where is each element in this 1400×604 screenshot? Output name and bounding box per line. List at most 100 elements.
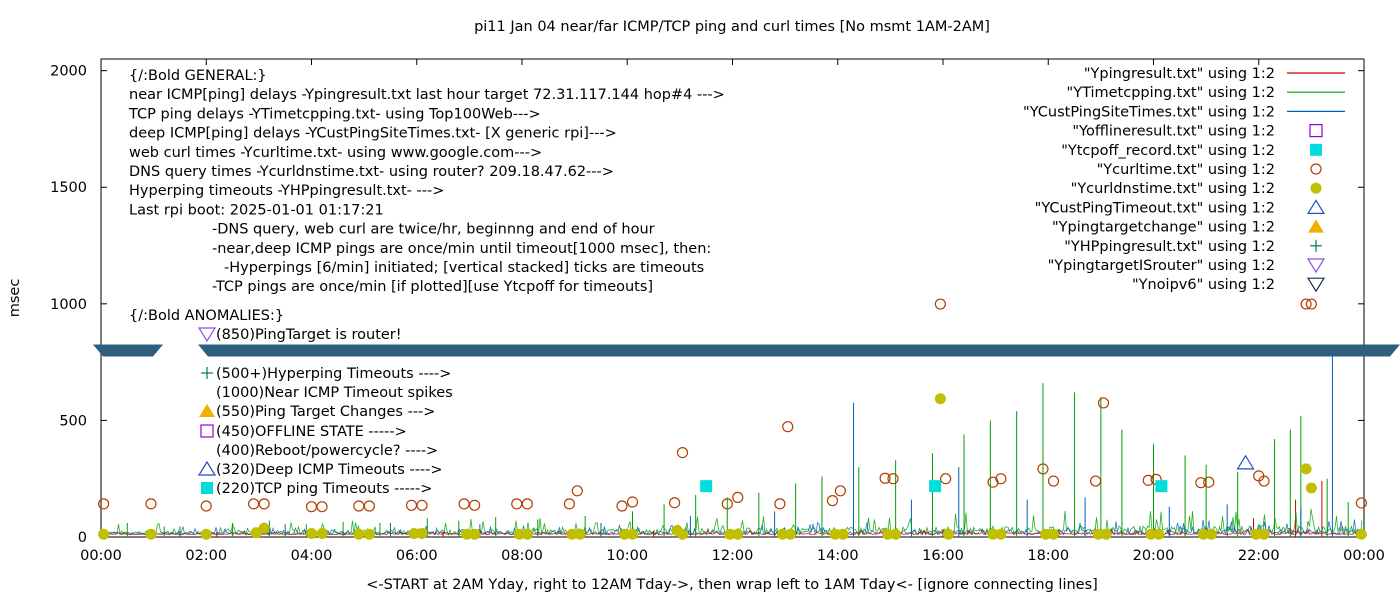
data-point [1236, 454, 1255, 470]
anomaly-marker [201, 367, 213, 379]
data-point [306, 528, 317, 540]
data-point [995, 473, 1007, 485]
legend-label: "YTimetcpping.txt" using 1:2 [1067, 85, 1275, 101]
data-point [829, 528, 841, 540]
point-series-group [98, 298, 1367, 513]
data-point [461, 528, 473, 540]
data-point [1142, 474, 1154, 486]
data-point [145, 498, 157, 510]
data-point [363, 500, 375, 512]
data-point [626, 496, 639, 508]
axis-break-band [198, 344, 1400, 357]
anomalies-heading: {/:Bold ANOMALIES:} [129, 308, 284, 324]
data-point [353, 528, 365, 540]
legend-label: "YCustPingSiteTimes.txt" using 1:2 [1023, 104, 1275, 120]
legend-label: "YCustPingTimeout.txt" using 1:2 [1035, 200, 1275, 216]
point-series-group [98, 393, 1367, 540]
general-note-line: near ICMP[ping] delays -Ypingresult.txt … [129, 87, 725, 103]
data-point [571, 485, 583, 497]
point-series [98, 298, 1367, 540]
anomaly-marker [201, 482, 213, 494]
x-axis-label: <-START at 2AM Yday, right to 12AM Tday-… [366, 577, 1098, 593]
anomaly-marker [197, 327, 217, 343]
legend-marker [1310, 143, 1322, 156]
x-tick-label: 00:00 [80, 548, 122, 564]
data-point [408, 528, 420, 540]
general-note-line: -DNS query, web curl are twice/hr, begin… [212, 222, 655, 238]
data-point [676, 446, 689, 459]
data-point [1047, 475, 1060, 487]
data-point [782, 421, 794, 433]
data-point [248, 498, 260, 510]
data-point [1258, 475, 1270, 487]
data-point [732, 491, 744, 503]
data-point [1305, 298, 1317, 310]
point-series-group [700, 480, 1168, 493]
data-point [721, 498, 733, 510]
data-point [987, 476, 999, 488]
general-note-line: DNS query times -Ycurldnstime.txt- using… [129, 164, 614, 180]
data-point [1197, 528, 1209, 540]
legend-label: "Ycurldnstime.txt" using 1:2 [1071, 181, 1275, 197]
data-point [837, 528, 849, 540]
x-axis-ticks: 00:00 02:00 04:00 06:00 08:00 10:00 12:00 14:00… [80, 59, 1385, 564]
legend-label: "YpingtargetISrouter" using 1:2 [1048, 258, 1275, 274]
data-point [934, 298, 946, 310]
y-axis-ticks: 0 500 1000 1500 2000 [50, 64, 1364, 546]
data-point [511, 498, 523, 510]
x-tick-label: 18:00 [1027, 548, 1069, 564]
legend-marker [1310, 182, 1322, 194]
data-point [416, 528, 428, 540]
data-point [929, 480, 942, 493]
data-point [1205, 528, 1217, 540]
data-point [627, 528, 639, 540]
data-point [1203, 476, 1215, 488]
y-tick-label: 2000 [50, 64, 87, 80]
y-tick-label: 1500 [50, 180, 87, 196]
data-point [145, 528, 157, 540]
anomaly-note-line: (320)Deep ICMP Timeouts ----> [216, 462, 443, 478]
anomaly-note-line: (220)TCP ping Timeouts -----> [216, 481, 432, 497]
data-point [1155, 480, 1168, 493]
legend-label: "Yofflineresult.txt" using 1:2 [1072, 124, 1275, 140]
data-point [1300, 298, 1312, 310]
x-tick-label: 06:00 [396, 548, 438, 564]
data-point [521, 528, 533, 540]
legend-label: "Ypingresult.txt" using 1:2 [1084, 66, 1275, 82]
data-point [1090, 475, 1102, 487]
x-tick-label: 22:00 [1238, 548, 1280, 564]
data-point [258, 522, 270, 534]
data-point [619, 528, 631, 540]
data-point [1258, 528, 1270, 540]
data-point [942, 528, 954, 540]
general-note-line: {/:Bold GENERAL:} [129, 68, 267, 84]
anomaly-note-line: (500+)Hyperping Timeouts ----> [216, 366, 451, 382]
data-point [416, 499, 428, 511]
data-point [1037, 463, 1049, 475]
data-point [890, 528, 902, 540]
data-point [1100, 528, 1112, 540]
legend-marker [1306, 199, 1326, 214]
annotation-notes: {/:Bold GENERAL:} near ICMP[ping] delays … [128, 68, 725, 497]
legend-marker [1308, 219, 1324, 233]
data-point [826, 495, 839, 507]
legend-marker [1310, 163, 1322, 175]
data-point [1153, 528, 1165, 540]
anomaly-marker [199, 404, 215, 417]
data-point [669, 497, 681, 509]
legend-marker [1306, 277, 1326, 293]
data-point [305, 501, 318, 513]
data-point [995, 528, 1007, 540]
legend-label: "Ycurltime.txt" using 1:2 [1097, 162, 1275, 178]
data-point [724, 528, 736, 540]
legend-marker [1306, 258, 1326, 274]
data-point [316, 501, 328, 513]
legend-label: "Ytcpoff_record.txt" using 1:2 [1061, 143, 1275, 159]
y-tick-label: 0 [78, 530, 87, 546]
data-point [882, 528, 894, 540]
data-point [887, 473, 899, 485]
x-tick-label: 20:00 [1133, 548, 1175, 564]
data-point [200, 528, 212, 540]
